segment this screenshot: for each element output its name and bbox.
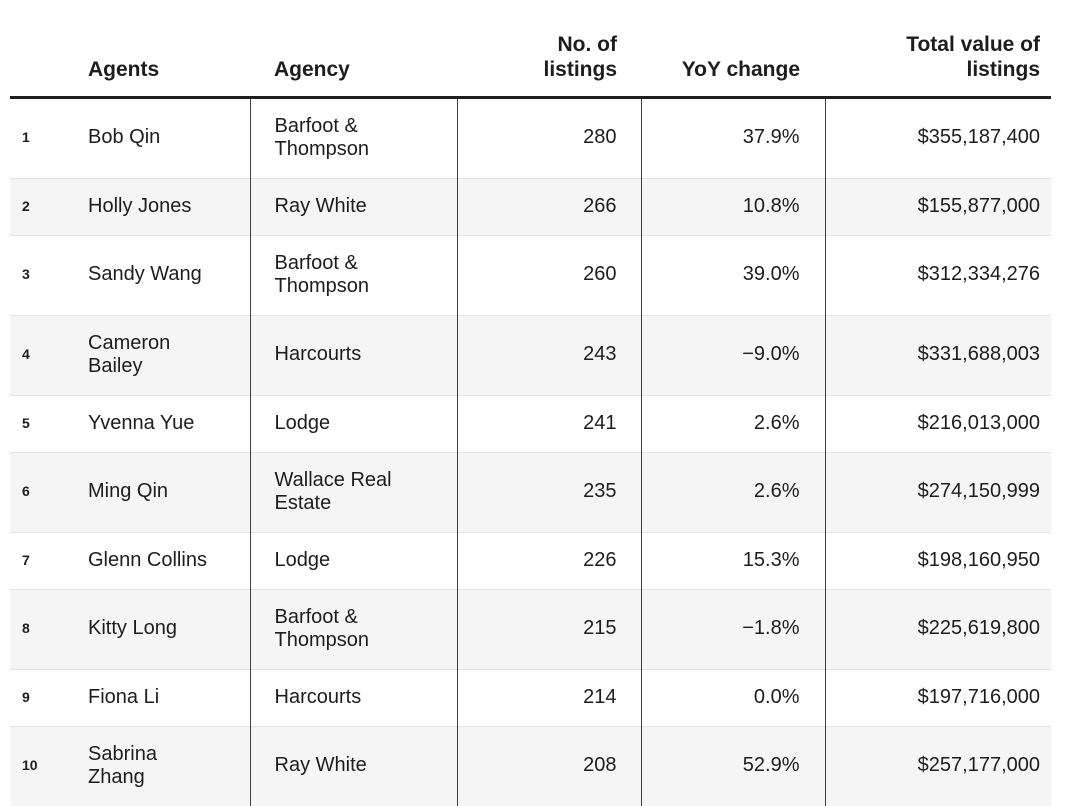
yoy-cell: 10.8% bbox=[640, 177, 825, 235]
table-row: 5 Yvenna Yue Lodge 241 2.6% $216,013,000 bbox=[10, 394, 1051, 452]
rank-cell: 10 bbox=[10, 725, 88, 806]
agent-cell: Holly Jones bbox=[88, 177, 250, 235]
listings-cell: 266 bbox=[456, 177, 641, 235]
agents-table: Agents Agency No. of listings YoY change… bbox=[10, 0, 1051, 806]
yoy-cell: 2.6% bbox=[640, 394, 825, 452]
agent-cell: Cameron Bailey bbox=[88, 314, 250, 395]
listings-cell: 208 bbox=[456, 725, 641, 806]
agent-cell: Ming Qin bbox=[88, 451, 250, 532]
total-cell: $257,177,000 bbox=[824, 725, 1051, 806]
table-row: 4 Cameron Bailey Harcourts 243 −9.0% $331,688… bbox=[10, 314, 1051, 395]
yoy-cell: 2.6% bbox=[640, 451, 825, 532]
agent-cell: Fiona Li bbox=[88, 668, 250, 726]
rank-cell: 3 bbox=[10, 234, 88, 315]
yoy-cell: 0.0% bbox=[640, 668, 825, 726]
agency-cell: Lodge bbox=[249, 394, 457, 452]
table-row: 1 Bob Qin Barfoot & Thompson 280 37.9% $355,1… bbox=[10, 97, 1051, 178]
total-value-column-header: Total value of listings bbox=[825, 0, 1051, 99]
listings-cell: 226 bbox=[456, 531, 641, 589]
yoy-cell: 15.3% bbox=[640, 531, 825, 589]
total-cell: $274,150,999 bbox=[824, 451, 1051, 532]
table-row: 2 Holly Jones Ray White 266 10.8% $155,877,00… bbox=[10, 177, 1051, 235]
agency-cell: Harcourts bbox=[249, 668, 457, 726]
total-cell: $312,334,276 bbox=[824, 234, 1051, 315]
rank-cell: 5 bbox=[10, 394, 88, 452]
agent-cell: Sandy Wang bbox=[88, 234, 250, 315]
listings-cell: 214 bbox=[456, 668, 641, 726]
total-cell: $216,013,000 bbox=[824, 394, 1051, 452]
listings-column-header: No. of listings bbox=[457, 0, 641, 99]
rank-cell: 1 bbox=[22, 129, 30, 145]
total-cell: $331,688,003 bbox=[824, 314, 1051, 395]
agency-cell: Barfoot & Thompson bbox=[249, 588, 457, 669]
agent-cell: Bob Qin bbox=[88, 126, 161, 148]
table-row: 6 Ming Qin Wallace Real Estate 235 2.6% $274,… bbox=[10, 451, 1051, 532]
agents-ranking-table: Agents Agency No. of listings YoY change… bbox=[10, 0, 1051, 806]
table-row: 10 Sabrina Zhang Ray White 208 52.9% $257,177… bbox=[10, 725, 1051, 806]
rank-cell: 9 bbox=[10, 668, 88, 726]
yoy-cell: 52.9% bbox=[640, 725, 825, 806]
listings-cell: 241 bbox=[456, 394, 641, 452]
listings-cell: 280 bbox=[456, 97, 641, 178]
yoy-cell: 37.9% bbox=[640, 97, 825, 178]
table-row: 9 Fiona Li Harcourts 214 0.0% $197,716,000 bbox=[10, 668, 1051, 726]
listings-cell: 243 bbox=[456, 314, 641, 395]
yoy-cell: −1.8% bbox=[640, 588, 825, 669]
listings-cell: 235 bbox=[456, 451, 641, 532]
listings-cell: 215 bbox=[456, 588, 641, 669]
yoy-cell: −9.0% bbox=[640, 314, 825, 395]
yoy-cell: 39.0% bbox=[640, 234, 825, 315]
total-cell: $355,187,400 bbox=[824, 97, 1051, 178]
table-header: Agents Agency No. of listings YoY change… bbox=[10, 0, 1051, 99]
table-body: 1 Bob Qin Barfoot & Thompson 280 37.9% $355,1… bbox=[10, 97, 1051, 806]
table-row: 3 Sandy Wang Barfoot & Thompson 260 39.0% $31… bbox=[10, 234, 1051, 315]
yoy-column-header: YoY change bbox=[641, 0, 825, 99]
rank-cell: 7 bbox=[10, 531, 88, 589]
table-row: 8 Kitty Long Barfoot & Thompson 215 −1.8% $22… bbox=[10, 588, 1051, 669]
agency-cell: Lodge bbox=[249, 531, 457, 589]
rank-column-header bbox=[10, 0, 88, 99]
agent-cell: Glenn Collins bbox=[88, 531, 250, 589]
listings-cell: 260 bbox=[456, 234, 641, 315]
agency-cell: Barfoot & Thompson bbox=[249, 234, 457, 315]
agent-cell: Yvenna Yue bbox=[88, 394, 250, 452]
table-row: 7 Glenn Collins Lodge 226 15.3% $198,160,950 bbox=[10, 531, 1051, 589]
agency-column-header: Agency bbox=[250, 0, 457, 99]
rank-cell: 4 bbox=[10, 314, 88, 395]
total-cell: $198,160,950 bbox=[824, 531, 1051, 589]
agent-cell: Kitty Long bbox=[88, 588, 250, 669]
total-cell: $225,619,800 bbox=[824, 588, 1051, 669]
agent-cell: Sabrina Zhang bbox=[88, 725, 250, 806]
agency-cell: Ray White bbox=[249, 177, 457, 235]
rank-cell: 8 bbox=[10, 588, 88, 669]
total-cell: $197,716,000 bbox=[824, 668, 1051, 726]
agents-column-header: Agents bbox=[88, 0, 250, 99]
agency-cell: Wallace Real Estate bbox=[249, 451, 457, 532]
agency-cell: Barfoot & Thompson bbox=[249, 97, 457, 178]
total-cell: $155,877,000 bbox=[824, 177, 1051, 235]
agency-cell: Harcourts bbox=[249, 314, 457, 395]
agency-cell: Ray White bbox=[249, 725, 457, 806]
rank-cell: 2 bbox=[10, 177, 88, 235]
rank-cell: 6 bbox=[10, 451, 88, 532]
